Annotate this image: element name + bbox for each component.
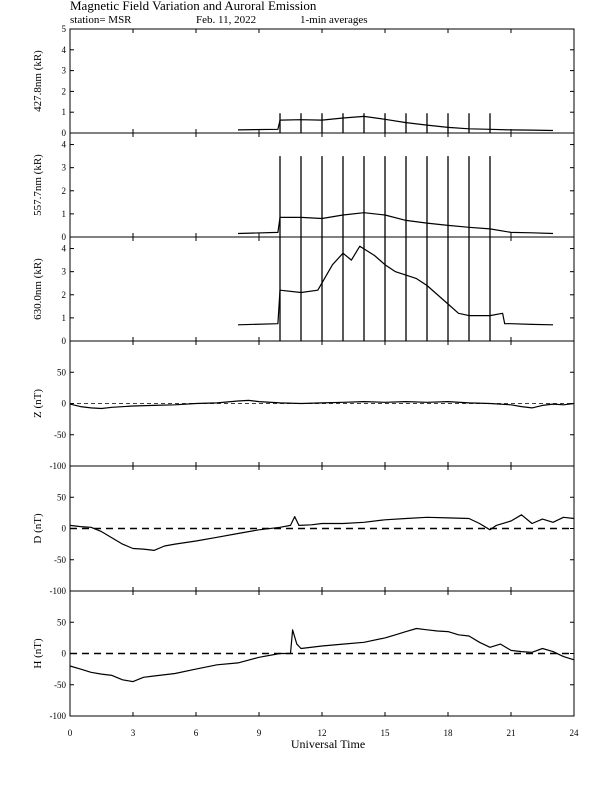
y-tick-label: 50	[57, 367, 67, 377]
date-label: Feb. 11, 2022	[196, 14, 256, 26]
y-tick-label: 4	[62, 45, 67, 55]
y-tick-label: 50	[57, 617, 67, 627]
y-tick-label: -50	[54, 555, 66, 565]
y-tick-label: 4	[62, 140, 67, 150]
y-tick-label: -100	[50, 461, 67, 471]
y-axis-label: 557.7nm (kR)	[32, 154, 44, 216]
y-tick-label: 0	[62, 524, 67, 534]
x-tick-label: 6	[194, 728, 199, 738]
y-tick-label: 3	[62, 163, 67, 173]
data-line	[69, 627, 575, 683]
x-tick-label: 0	[68, 728, 73, 738]
y-tick-label: 2	[62, 186, 67, 196]
y-tick-label: 5	[62, 24, 67, 34]
panels-group: 0 1 2 3 4 5 427.8nm (kR) 0 1 2 3 4 557.7nm (kR) 0 1 2 3 4…	[32, 24, 575, 721]
y-axis-label: 427.8nm (kR)	[32, 50, 44, 112]
x-tick-label: 21	[507, 728, 516, 738]
y-tick-label: -50	[54, 430, 66, 440]
panel-p4278: 0 1 2 3 4 5 427.8nm (kR)	[32, 24, 575, 138]
panel-pH: -100 -50 0 50 H (nT)	[32, 590, 575, 721]
y-tick-label: 3	[62, 267, 67, 277]
data-line	[69, 399, 575, 410]
chart-title: Magnetic Field Variation and Auroral Emi…	[70, 0, 317, 13]
x-tick-label: 3	[131, 728, 136, 738]
y-tick-label: 1	[62, 313, 67, 323]
x-tick-label: 24	[570, 728, 580, 738]
x-axis: 0 3 6 9 12 15 18 21 24	[68, 728, 579, 738]
x-tick-label: 12	[318, 728, 327, 738]
y-axis-label: D (nT)	[32, 513, 44, 544]
station-label: station= MSR	[70, 14, 132, 26]
x-tick-label: 9	[257, 728, 262, 738]
x-tick-label: 15	[381, 728, 391, 738]
y-tick-label: 0	[62, 649, 67, 659]
y-tick-label: 50	[57, 492, 67, 502]
y-axis-label: 630.0nm (kR)	[32, 258, 44, 320]
y-axis-label: Z (nT)	[32, 389, 44, 418]
y-tick-label: 4	[62, 244, 67, 254]
y-tick-label: 1	[62, 107, 67, 117]
data-line	[69, 514, 575, 551]
panel-p6300: 0 1 2 3 4 630.0nm (kR)	[32, 236, 575, 346]
y-tick-label: 0	[62, 232, 67, 242]
y-tick-label: -100	[50, 586, 67, 596]
averaging-label: 1-min averages	[300, 14, 368, 26]
y-tick-label: 2	[62, 290, 67, 300]
data-line	[237, 245, 554, 326]
panel-p5577: 0 1 2 3 4 557.7nm (kR)	[32, 132, 575, 242]
x-tick-label: 18	[444, 728, 454, 738]
y-tick-label: -50	[54, 680, 66, 690]
y-tick-label: 3	[62, 66, 67, 76]
y-tick-label: 1	[62, 209, 67, 219]
data-line	[237, 212, 554, 235]
panel-pD: -100 -50 0 50 D (nT)	[32, 465, 575, 596]
y-tick-label: 0	[62, 336, 67, 346]
y-tick-label: 0	[62, 399, 67, 409]
data-line	[237, 115, 554, 132]
y-tick-label: 0	[62, 128, 67, 138]
y-tick-label: 2	[62, 86, 67, 96]
x-axis-label: Universal Time	[291, 737, 365, 751]
y-axis-label: H (nT)	[32, 638, 44, 669]
panel-pZ: -100 -50 0 50 Z (nT)	[32, 340, 575, 471]
y-tick-label: -100	[50, 711, 67, 721]
